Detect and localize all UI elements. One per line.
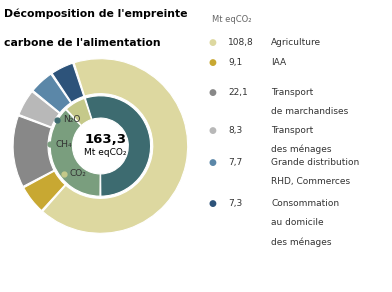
Text: N₂O: N₂O <box>63 115 80 124</box>
Text: 108,8: 108,8 <box>228 38 254 47</box>
Text: Transport: Transport <box>271 126 314 135</box>
Text: 163,3: 163,3 <box>85 133 127 146</box>
Text: 7,7: 7,7 <box>228 158 242 167</box>
Wedge shape <box>50 110 100 196</box>
Text: carbone de l'alimentation: carbone de l'alimentation <box>4 38 161 48</box>
Text: 9,1: 9,1 <box>228 58 242 67</box>
Text: ●: ● <box>209 158 216 167</box>
Text: Mt eqCO₂: Mt eqCO₂ <box>212 15 252 24</box>
Text: 7,3: 7,3 <box>228 199 242 208</box>
Wedge shape <box>13 116 54 186</box>
Wedge shape <box>66 98 91 126</box>
Text: Transport: Transport <box>271 88 314 97</box>
Text: IAA: IAA <box>271 58 287 67</box>
Text: des ménages: des ménages <box>271 237 332 247</box>
Text: Grande distribution: Grande distribution <box>271 158 359 167</box>
Wedge shape <box>43 59 188 233</box>
Wedge shape <box>85 96 151 196</box>
Text: Agriculture: Agriculture <box>271 38 321 47</box>
Wedge shape <box>33 74 71 113</box>
Text: RHD, Commerces: RHD, Commerces <box>271 177 350 186</box>
Text: ●: ● <box>209 38 216 47</box>
Text: ●: ● <box>209 126 216 135</box>
Text: Décomposition de l'empreinte: Décomposition de l'empreinte <box>4 9 187 19</box>
Text: Mt eqCO₂: Mt eqCO₂ <box>84 148 127 157</box>
Wedge shape <box>19 92 59 127</box>
Text: ●: ● <box>209 58 216 67</box>
Text: au domicile: au domicile <box>271 218 324 227</box>
Text: de marchandises: de marchandises <box>271 107 348 116</box>
Text: 8,3: 8,3 <box>228 126 242 135</box>
Text: 22,1: 22,1 <box>228 88 248 97</box>
Text: des ménages: des ménages <box>271 145 332 154</box>
Text: ●: ● <box>209 88 216 97</box>
Wedge shape <box>24 171 65 211</box>
Text: CO₂: CO₂ <box>70 169 87 178</box>
Wedge shape <box>52 63 84 102</box>
Text: ●: ● <box>209 199 216 208</box>
Text: CH₄: CH₄ <box>56 140 73 149</box>
Text: Consommation: Consommation <box>271 199 339 208</box>
